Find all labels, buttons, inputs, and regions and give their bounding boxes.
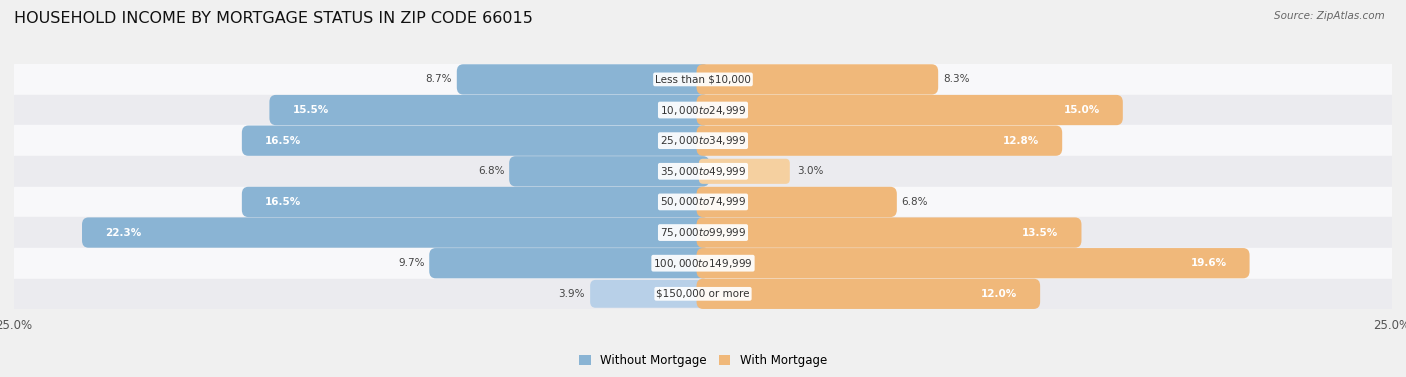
Text: 3.9%: 3.9% xyxy=(558,289,585,299)
Text: Less than $10,000: Less than $10,000 xyxy=(655,74,751,84)
Text: 19.6%: 19.6% xyxy=(1191,258,1226,268)
Text: 6.8%: 6.8% xyxy=(901,197,928,207)
Text: 15.0%: 15.0% xyxy=(1063,105,1099,115)
Text: 12.8%: 12.8% xyxy=(1002,136,1039,146)
Text: $50,000 to $74,999: $50,000 to $74,999 xyxy=(659,195,747,208)
Text: Source: ZipAtlas.com: Source: ZipAtlas.com xyxy=(1274,11,1385,21)
Text: 9.7%: 9.7% xyxy=(398,258,425,268)
Bar xyxy=(14,217,1392,248)
FancyBboxPatch shape xyxy=(696,187,897,217)
Text: 3.0%: 3.0% xyxy=(797,166,823,176)
FancyBboxPatch shape xyxy=(242,187,710,217)
Text: $75,000 to $99,999: $75,000 to $99,999 xyxy=(659,226,747,239)
Legend: Without Mortgage, With Mortgage: Without Mortgage, With Mortgage xyxy=(574,349,832,372)
Text: $35,000 to $49,999: $35,000 to $49,999 xyxy=(659,165,747,178)
FancyBboxPatch shape xyxy=(696,95,1123,125)
Text: $150,000 or more: $150,000 or more xyxy=(657,289,749,299)
Text: 13.5%: 13.5% xyxy=(1022,228,1059,238)
Text: 8.3%: 8.3% xyxy=(943,74,969,84)
Text: 22.3%: 22.3% xyxy=(105,228,141,238)
Bar xyxy=(14,125,1392,156)
Text: 16.5%: 16.5% xyxy=(264,197,301,207)
FancyBboxPatch shape xyxy=(696,64,938,95)
FancyBboxPatch shape xyxy=(242,126,710,156)
Text: 8.7%: 8.7% xyxy=(426,74,453,84)
Text: $10,000 to $24,999: $10,000 to $24,999 xyxy=(659,104,747,116)
Bar xyxy=(14,64,1392,95)
Bar xyxy=(14,248,1392,279)
Bar xyxy=(14,279,1392,309)
FancyBboxPatch shape xyxy=(696,248,1250,278)
Bar xyxy=(14,156,1392,187)
FancyBboxPatch shape xyxy=(457,64,710,95)
Text: $25,000 to $34,999: $25,000 to $34,999 xyxy=(659,134,747,147)
FancyBboxPatch shape xyxy=(696,126,1062,156)
FancyBboxPatch shape xyxy=(82,218,710,248)
FancyBboxPatch shape xyxy=(699,159,790,184)
FancyBboxPatch shape xyxy=(696,279,1040,309)
Text: $100,000 to $149,999: $100,000 to $149,999 xyxy=(654,257,752,270)
Bar xyxy=(14,95,1392,126)
Bar xyxy=(14,187,1392,217)
FancyBboxPatch shape xyxy=(429,248,710,278)
Text: 6.8%: 6.8% xyxy=(478,166,505,176)
Text: 16.5%: 16.5% xyxy=(264,136,301,146)
FancyBboxPatch shape xyxy=(270,95,710,125)
FancyBboxPatch shape xyxy=(696,218,1081,248)
FancyBboxPatch shape xyxy=(591,280,709,308)
Text: 15.5%: 15.5% xyxy=(292,105,329,115)
Text: 12.0%: 12.0% xyxy=(981,289,1017,299)
Text: HOUSEHOLD INCOME BY MORTGAGE STATUS IN ZIP CODE 66015: HOUSEHOLD INCOME BY MORTGAGE STATUS IN Z… xyxy=(14,11,533,26)
FancyBboxPatch shape xyxy=(509,156,710,187)
